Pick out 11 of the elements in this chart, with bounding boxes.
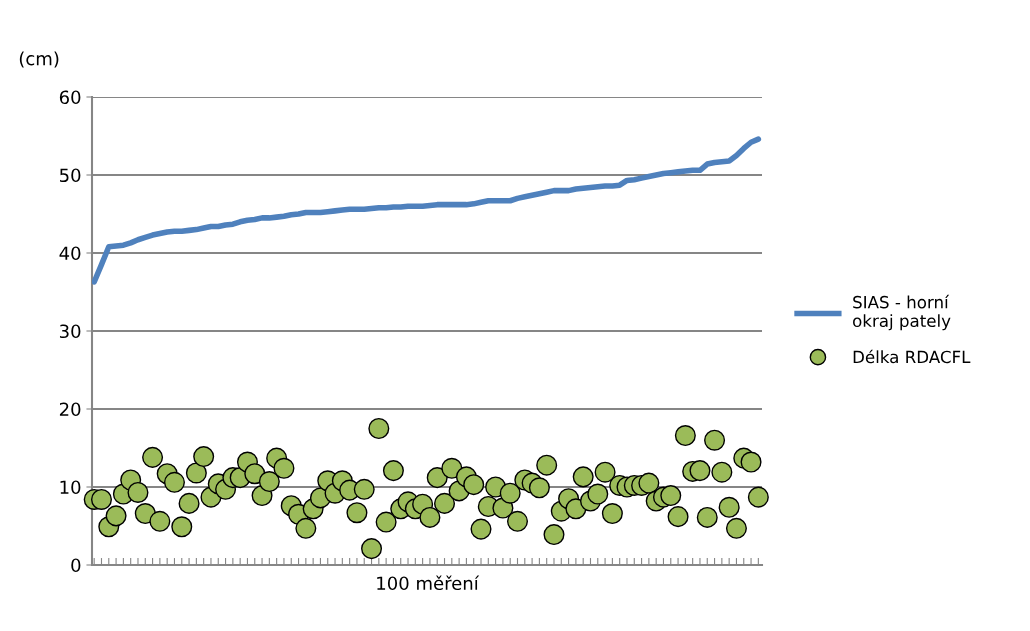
y-tick-label: 50 (60, 168, 81, 183)
legend-label: Délka RDACFL (853, 349, 971, 364)
y-axis-title: (cm) (19, 51, 59, 68)
x-axis-title: 100 měření (377, 575, 480, 591)
y-tick-label: 0 (71, 558, 81, 573)
legend-label: SIAS - horní okraj pately (853, 294, 951, 331)
y-tick-label: 40 (59, 246, 81, 261)
y-tick-label: 30 (59, 324, 81, 339)
y-tick-label: 60 (59, 90, 81, 105)
y-tick-label: 10 (60, 480, 81, 495)
y-tick-label: 20 (59, 402, 81, 417)
